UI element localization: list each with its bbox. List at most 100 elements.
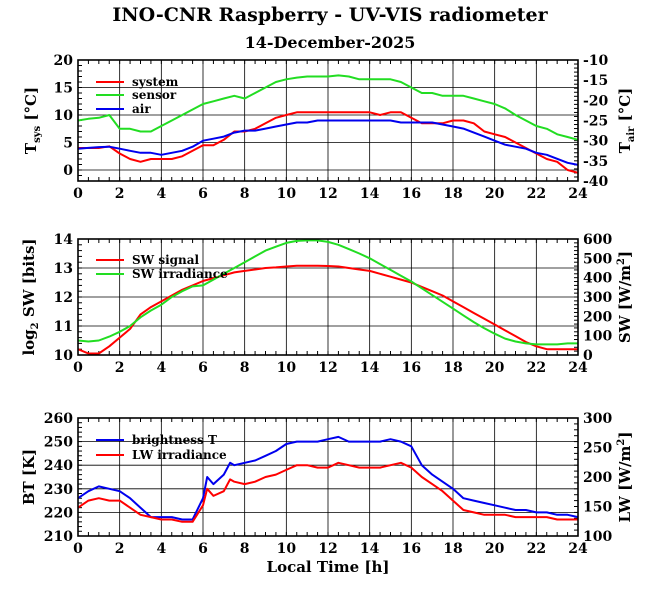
y2-tick-label: 250: [583, 441, 612, 457]
x-tick-label: 22: [527, 360, 546, 376]
y-axis-label: BT [K]: [20, 449, 38, 505]
plot-frame: [77, 238, 579, 356]
x-tick-label: 18: [443, 541, 462, 557]
chart-subtitle: 14-December-2025: [245, 33, 416, 52]
shortwave-panel: 0 2 4 6 8 10 12 14 16 18 20 22 241011121314010020030…: [20, 232, 634, 376]
y2-axis-label-part: ]: [616, 251, 634, 258]
y2-tick-label: 150: [583, 500, 612, 516]
y-axis-label-sub: 2: [30, 322, 41, 329]
series-line-sensor: [77, 74, 579, 141]
legend-label: brightness T: [132, 433, 217, 447]
x-tick-label: 6: [198, 360, 208, 376]
temperature-panel: 0 2 4 6 8 10 12 14 16 18 20 22 2405101520-40-35-30-2…: [22, 53, 637, 202]
y2-tick-label: -15: [583, 73, 608, 89]
y-axis-label-sub: sys: [32, 125, 43, 142]
y-tick-label: 12: [54, 290, 73, 306]
longwave-panel: 0 2 4 6 8 10 12 14 16 18 20 22 242102202302402502601…: [20, 411, 634, 576]
y-tick-label: 210: [44, 529, 73, 545]
legend-label: SW signal: [132, 253, 200, 267]
y-axis-label: log2 SW [bits]: [20, 238, 41, 355]
y2-tick-label: -10: [583, 53, 609, 69]
x-tick-label: 8: [240, 541, 250, 557]
series-line-sw-irradiance: [77, 239, 578, 346]
series-line-sw-signal: [77, 264, 578, 355]
x-tick-label: 12: [318, 186, 337, 202]
x-tick-label: 18: [443, 186, 462, 202]
y-axis-label-part: SW [bits]: [20, 238, 38, 322]
x-axis-label: Local Time [h]: [267, 558, 390, 576]
y-tick-label: 250: [44, 435, 73, 451]
x-tick-label: 0: [73, 541, 83, 557]
y2-axis-label: LW [W/m2]: [616, 432, 634, 523]
x-tick-label: 8: [240, 186, 250, 202]
y-axis-label-part: BT [K]: [20, 449, 38, 505]
x-tick-label: 8: [240, 360, 250, 376]
x-tick-label: 16: [402, 186, 421, 202]
y2-tick-label: 300: [583, 290, 612, 306]
y-tick-label: 10: [54, 108, 74, 124]
y2-axis-label: SW [W/m2]: [616, 251, 634, 343]
plot-frame: [77, 417, 579, 537]
x-tick-label: 16: [402, 360, 421, 376]
x-tick-label: 2: [115, 186, 125, 202]
y2-axis-label-part: LW [W/m: [616, 445, 634, 522]
y2-tick-label: 600: [583, 232, 612, 248]
legend-label: air: [132, 102, 151, 116]
y2-axis-label-part: T: [616, 141, 634, 153]
x-tick-label: 4: [156, 186, 166, 202]
y-tick-label: 11: [54, 319, 73, 335]
x-tick-label: 20: [485, 186, 505, 202]
y2-tick-label: 400: [583, 271, 612, 287]
x-tick-label: 2: [115, 360, 125, 376]
y2-axis-label-part: [°C]: [616, 88, 634, 127]
legend-label: LW irradiance: [132, 448, 227, 462]
y-tick-label: 15: [54, 81, 73, 97]
x-tick-label: 22: [527, 541, 546, 557]
x-tick-label: 6: [198, 186, 208, 202]
y2-axis-label-part: SW [W/m: [616, 265, 634, 343]
y2-tick-label: -35: [583, 154, 608, 170]
x-tick-label: 24: [568, 541, 588, 557]
y-tick-label: 13: [54, 261, 73, 277]
legend-label: system: [132, 75, 179, 89]
x-tick-label: 2: [115, 541, 125, 557]
y-tick-label: 0: [63, 163, 73, 179]
y2-tick-label: 500: [583, 251, 612, 267]
y2-tick-label: 300: [583, 411, 612, 427]
x-tick-label: 4: [156, 541, 166, 557]
x-tick-label: 10: [277, 186, 297, 202]
y2-tick-label: -40: [583, 174, 609, 190]
y-tick-label: 10: [54, 348, 74, 364]
x-tick-label: 14: [360, 541, 380, 557]
series-line-system: [78, 111, 579, 174]
x-tick-label: 24: [568, 360, 588, 376]
y-axis-label-part: [°C]: [22, 87, 40, 126]
x-tick-label: 14: [360, 360, 380, 376]
x-tick-label: 22: [527, 186, 546, 202]
x-tick-label: 10: [277, 541, 297, 557]
y-tick-label: 5: [63, 136, 73, 152]
chart-title: INO-CNR Raspberry - UV-VIS radiometer: [112, 4, 548, 26]
x-tick-label: 10: [277, 360, 297, 376]
y2-axis-label-sup: 2: [616, 439, 627, 446]
y2-axis-label: Tair [°C]: [616, 88, 637, 154]
y2-tick-label: -20: [583, 93, 609, 109]
x-tick-label: 14: [360, 186, 380, 202]
y-axis-label-part: T: [22, 142, 40, 154]
x-tick-label: 6: [198, 541, 208, 557]
y-axis-label: Tsys [°C]: [22, 87, 43, 154]
y2-axis-label-sup: 2: [616, 258, 627, 265]
y2-axis-label-part: ]: [616, 432, 634, 439]
y2-tick-label: 0: [583, 348, 593, 364]
y-tick-label: 20: [54, 53, 74, 69]
y-tick-label: 230: [44, 482, 73, 498]
y2-tick-label: 200: [583, 470, 612, 486]
x-tick-label: 24: [568, 186, 588, 202]
series-line-brightness-t: [77, 435, 579, 521]
y2-tick-label: -25: [583, 114, 608, 130]
y-tick-label: 14: [54, 232, 74, 248]
x-tick-label: 0: [73, 186, 83, 202]
x-tick-label: 20: [485, 360, 505, 376]
y2-axis-label-sub: air: [626, 126, 637, 142]
